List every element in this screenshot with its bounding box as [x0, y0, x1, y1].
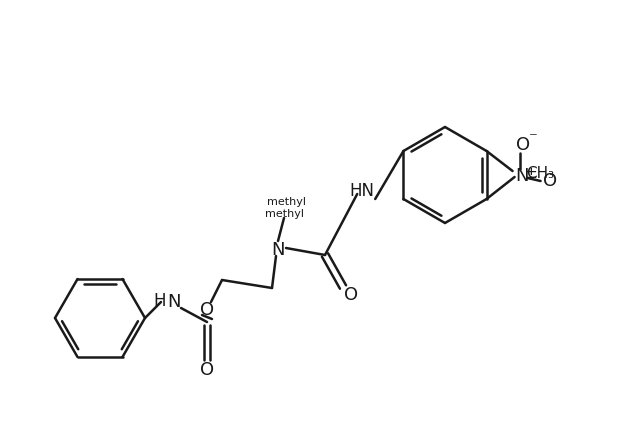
Text: methyl: methyl	[266, 197, 305, 207]
Text: N: N	[515, 167, 528, 185]
Text: N: N	[271, 241, 285, 259]
Text: methyl: methyl	[264, 209, 303, 219]
Text: O: O	[200, 361, 214, 379]
Text: O: O	[515, 136, 530, 154]
Text: O: O	[200, 301, 214, 319]
Text: O: O	[344, 286, 358, 304]
Text: O: O	[543, 172, 557, 190]
Text: CH₃: CH₃	[527, 166, 555, 181]
Text: ⁻: ⁻	[529, 129, 538, 147]
Text: N: N	[167, 293, 180, 311]
Text: H: H	[154, 292, 166, 310]
Text: HN: HN	[349, 182, 374, 200]
Text: ±: ±	[524, 166, 537, 181]
